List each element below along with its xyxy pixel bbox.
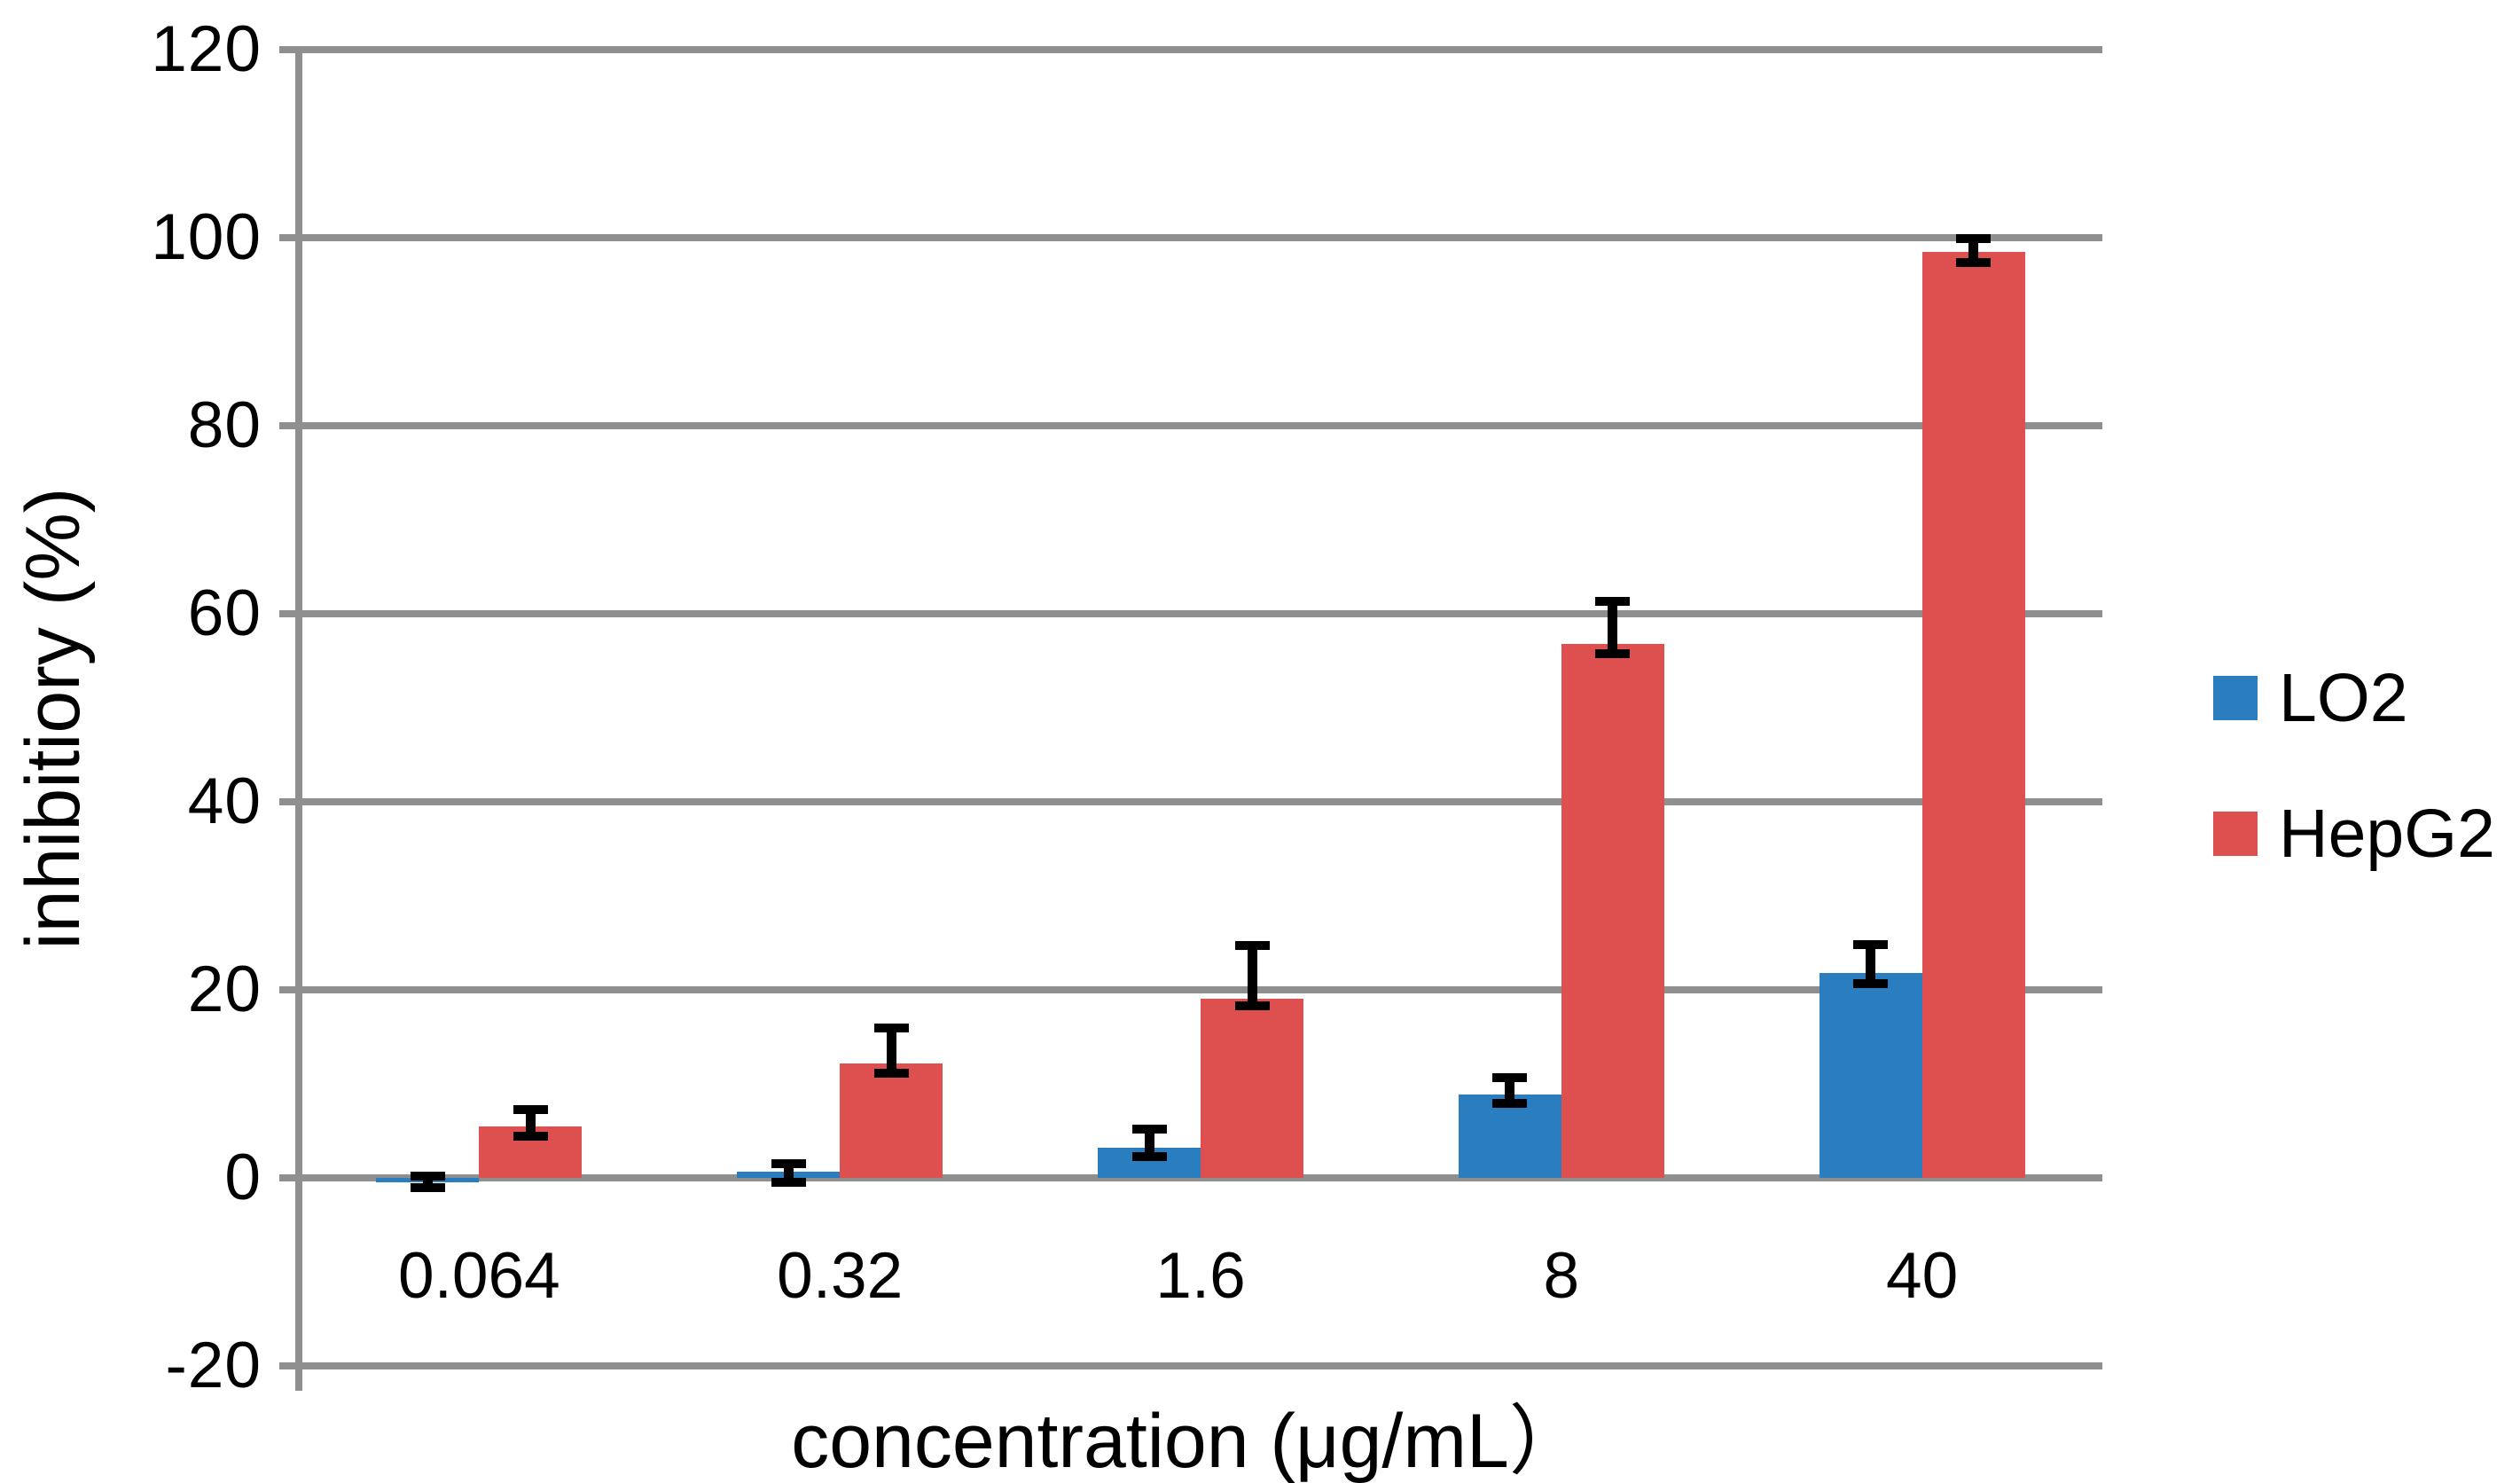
error-bar-line bbox=[1968, 239, 1979, 263]
legend-item-lo2: LO2 bbox=[2213, 660, 2408, 736]
y-tick-label: -20 bbox=[165, 1330, 262, 1401]
x-category-label: 8 bbox=[1543, 1240, 1580, 1312]
error-bar-line bbox=[1505, 1077, 1515, 1104]
x-axis-title: concentration (μg/mL） bbox=[791, 1399, 1585, 1483]
x-category-label: 1.6 bbox=[1155, 1240, 1246, 1312]
error-bar-cap-bottom bbox=[771, 1178, 806, 1188]
error-bar-cap-bottom bbox=[1853, 978, 1889, 988]
error-bar-cap-bottom bbox=[1131, 1151, 1167, 1161]
y-axis-title: inhibitiory (%) bbox=[11, 487, 96, 950]
error-bar-line bbox=[1247, 946, 1257, 1006]
gridline bbox=[299, 610, 2102, 617]
bar-lo2 bbox=[1458, 1094, 1561, 1178]
error-bar-cap-top bbox=[1595, 597, 1631, 607]
error-bar-cap-top bbox=[771, 1159, 806, 1169]
gridline bbox=[299, 798, 2102, 805]
error-bar-cap-bottom bbox=[1492, 1099, 1528, 1109]
error-bar-cap-top bbox=[873, 1024, 909, 1033]
y-tick-label: 40 bbox=[187, 765, 262, 837]
error-bar-line bbox=[886, 1028, 896, 1074]
gridline bbox=[299, 422, 2102, 429]
error-bar-cap-bottom bbox=[1595, 648, 1631, 658]
error-bar-line bbox=[783, 1164, 794, 1183]
legend-label-hepg2: HepG2 bbox=[2279, 796, 2495, 872]
bar-lo2 bbox=[1819, 972, 1922, 1178]
error-bar-line bbox=[1144, 1128, 1154, 1157]
error-bar-cap-bottom bbox=[1234, 1001, 1270, 1011]
y-axis-tick bbox=[279, 46, 299, 53]
y-tick-label: 0 bbox=[224, 1142, 262, 1213]
y-axis-line bbox=[295, 46, 302, 1391]
error-bar-line bbox=[1608, 601, 1618, 654]
error-bar-cap-top bbox=[1131, 1124, 1167, 1134]
error-bar-cap-bottom bbox=[513, 1132, 548, 1142]
error-bar-line bbox=[525, 1109, 536, 1137]
error-bar-cap-bottom bbox=[410, 1182, 445, 1192]
error-bar-cap-top bbox=[410, 1171, 445, 1181]
y-tick-label: 20 bbox=[187, 953, 262, 1025]
legend-item-hepg2: HepG2 bbox=[2213, 796, 2495, 872]
error-bar-cap-top bbox=[1853, 940, 1889, 950]
error-bar-cap-bottom bbox=[1956, 257, 1992, 267]
legend-label-lo2: LO2 bbox=[2279, 660, 2408, 736]
x-category-label: 0.064 bbox=[398, 1240, 560, 1312]
y-tick-label: 80 bbox=[187, 389, 262, 461]
bar-hepg2 bbox=[1201, 998, 1303, 1178]
error-bar-line bbox=[1866, 945, 1876, 984]
error-bar-cap-top bbox=[1492, 1072, 1528, 1082]
gridline bbox=[299, 46, 2102, 53]
gridline bbox=[299, 234, 2102, 241]
y-tick-label: 60 bbox=[187, 577, 262, 649]
gridline bbox=[299, 1362, 2102, 1369]
y-axis-tick bbox=[279, 610, 299, 617]
error-bar-cap-top bbox=[513, 1104, 548, 1114]
bar-hepg2 bbox=[1921, 251, 2025, 1178]
hepg2-color-swatch bbox=[2213, 812, 2258, 856]
error-bar-cap-top bbox=[1234, 941, 1270, 951]
gridline bbox=[299, 1174, 2102, 1181]
y-axis-tick bbox=[279, 422, 299, 429]
lo2-color-swatch bbox=[2213, 676, 2258, 720]
y-axis-tick bbox=[279, 234, 299, 241]
y-axis-tick bbox=[279, 1174, 299, 1181]
x-category-label: 40 bbox=[1885, 1240, 1959, 1312]
error-bar-cap-top bbox=[1956, 234, 1992, 244]
y-axis-tick bbox=[279, 1362, 299, 1369]
y-axis-tick bbox=[279, 986, 299, 993]
x-category-label: 0.32 bbox=[777, 1240, 904, 1312]
error-bar-line bbox=[422, 1175, 433, 1188]
y-axis-tick bbox=[279, 798, 299, 805]
bar-hepg2 bbox=[1561, 643, 1664, 1178]
y-tick-label: 120 bbox=[151, 13, 262, 85]
gridline bbox=[299, 986, 2102, 993]
error-bar-cap-bottom bbox=[873, 1069, 909, 1079]
y-tick-label: 100 bbox=[151, 201, 262, 273]
bar-hepg2 bbox=[840, 1063, 943, 1178]
